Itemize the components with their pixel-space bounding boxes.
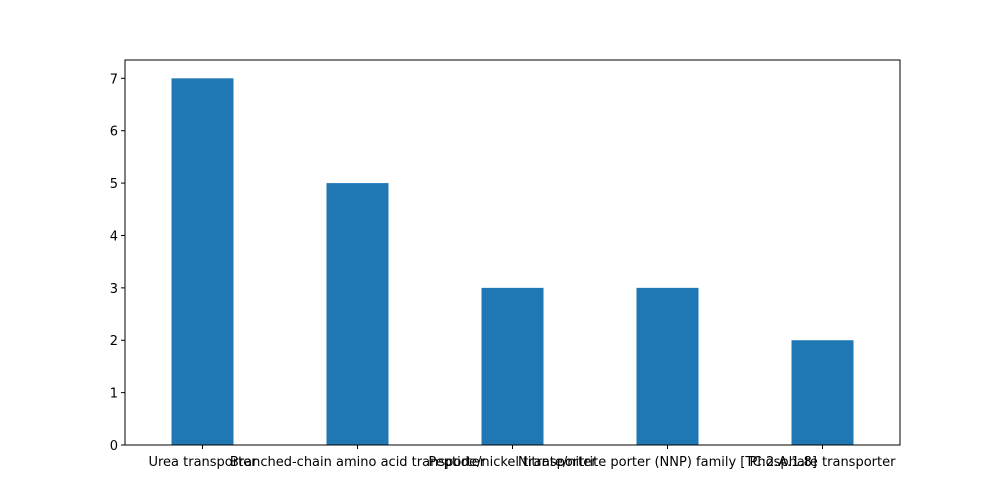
x-tick-label: Urea transporter <box>148 455 257 470</box>
x-tick-label: Nitrate/nitrite porter (NNP) family [TC:… <box>518 455 817 470</box>
x-tick-label: Phosphate transporter <box>750 455 897 470</box>
y-tick-label: 2 <box>110 334 118 349</box>
y-tick-label: 7 <box>110 72 118 87</box>
x-tick-label: Branched-chain amino acid transporter <box>230 455 486 470</box>
y-tick-label: 5 <box>110 177 118 192</box>
y-tick-label: 0 <box>110 439 118 454</box>
y-axis-ticks: 0 1 2 3 4 5 6 7 <box>110 72 125 454</box>
bar <box>636 287 699 445</box>
bar <box>481 287 544 445</box>
bar <box>791 340 854 445</box>
y-tick-label: 3 <box>110 282 118 297</box>
bar <box>171 78 234 445</box>
x-tick-label: Peptide/nickel transporter <box>428 455 597 470</box>
y-tick-label: 4 <box>110 229 118 244</box>
bars-group <box>171 78 854 445</box>
y-tick-label: 6 <box>110 125 118 140</box>
plot-frame <box>124 59 901 446</box>
bar <box>326 183 389 445</box>
y-tick-label: 1 <box>110 387 118 402</box>
